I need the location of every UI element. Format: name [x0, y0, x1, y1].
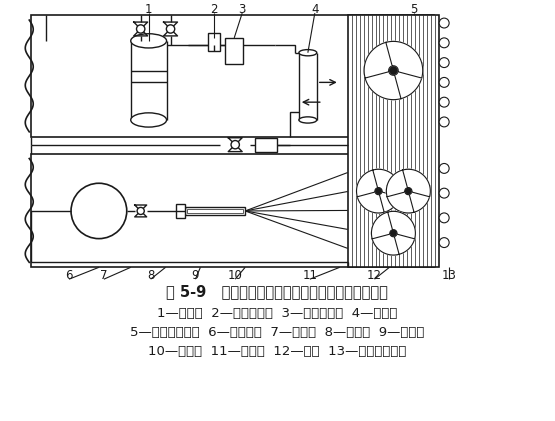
- Polygon shape: [386, 41, 423, 78]
- Circle shape: [439, 18, 449, 28]
- Bar: [185, 207, 245, 215]
- Circle shape: [390, 67, 397, 75]
- Circle shape: [439, 38, 449, 48]
- Bar: [347, 15, 439, 267]
- Circle shape: [166, 25, 175, 33]
- Polygon shape: [356, 186, 384, 213]
- Circle shape: [439, 213, 449, 223]
- Circle shape: [391, 230, 396, 236]
- Circle shape: [137, 208, 144, 215]
- Ellipse shape: [131, 34, 166, 48]
- Polygon shape: [373, 186, 401, 213]
- Text: 5: 5: [411, 3, 418, 16]
- Bar: [31, 154, 434, 267]
- Polygon shape: [364, 41, 401, 78]
- Circle shape: [439, 97, 449, 107]
- Circle shape: [406, 188, 411, 194]
- Circle shape: [71, 183, 127, 239]
- Bar: [225, 38, 243, 64]
- Text: 3: 3: [239, 3, 246, 16]
- Text: 6: 6: [65, 269, 73, 282]
- Text: 4: 4: [311, 3, 319, 16]
- Polygon shape: [371, 211, 399, 239]
- Polygon shape: [371, 227, 399, 255]
- Text: 5—风冷式冷凝器  6—热交换器  7—感温包  8—膨胀阀  9—分液器: 5—风冷式冷凝器 6—热交换器 7—感温包 8—膨胀阀 9—分液器: [130, 326, 424, 339]
- Circle shape: [137, 25, 145, 33]
- Text: 9: 9: [191, 269, 199, 282]
- Circle shape: [376, 188, 381, 194]
- Text: 12: 12: [367, 269, 382, 282]
- Bar: [188, 209, 243, 213]
- Circle shape: [439, 163, 449, 173]
- Circle shape: [439, 58, 449, 67]
- Text: 11: 11: [302, 269, 317, 282]
- Text: 13: 13: [442, 269, 457, 282]
- Polygon shape: [373, 169, 401, 197]
- Bar: [175, 204, 185, 218]
- Polygon shape: [386, 63, 423, 100]
- Text: 8: 8: [147, 269, 154, 282]
- Text: 10: 10: [228, 269, 243, 282]
- Polygon shape: [356, 169, 384, 197]
- Ellipse shape: [299, 117, 317, 123]
- Bar: [31, 15, 434, 137]
- Polygon shape: [388, 211, 415, 239]
- Circle shape: [231, 141, 239, 149]
- Polygon shape: [386, 169, 414, 197]
- Circle shape: [439, 77, 449, 87]
- Bar: [208, 33, 220, 51]
- Text: 1: 1: [145, 3, 153, 16]
- Circle shape: [439, 237, 449, 248]
- Circle shape: [439, 188, 449, 198]
- Circle shape: [439, 117, 449, 127]
- Text: 1—压缩机  2—高压控制器  3—干燥过滤器  4—储液器: 1—压缩机 2—高压控制器 3—干燥过滤器 4—储液器: [157, 307, 397, 320]
- Polygon shape: [386, 186, 414, 213]
- Bar: [255, 138, 277, 152]
- Text: 7: 7: [100, 269, 108, 282]
- Polygon shape: [364, 63, 401, 100]
- Ellipse shape: [299, 50, 317, 56]
- Polygon shape: [388, 227, 415, 255]
- Text: 图 5-9   小型冷藏库风冷式氟利昂制冷机组制冷系统: 图 5-9 小型冷藏库风冷式氟利昂制冷机组制冷系统: [166, 285, 388, 299]
- Polygon shape: [403, 169, 430, 197]
- Polygon shape: [403, 186, 430, 213]
- Text: 2: 2: [210, 3, 218, 16]
- Text: 10—电磁阀  11—冷风机  12—风扇  13—电化霜加热器: 10—电磁阀 11—冷风机 12—风扇 13—电化霜加热器: [148, 345, 406, 358]
- Ellipse shape: [131, 113, 166, 127]
